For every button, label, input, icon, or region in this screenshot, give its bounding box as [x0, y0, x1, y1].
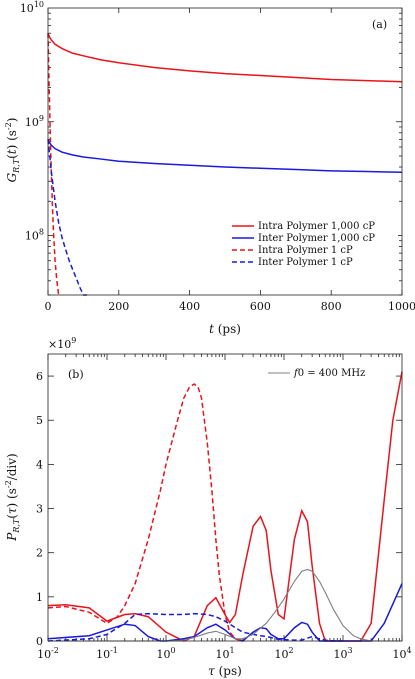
panel-b-y-tick-labels: 0 1 2 3 4 5 6	[36, 370, 43, 648]
x-tick-label: 100	[156, 646, 175, 661]
series-line	[47, 139, 403, 173]
legend-entry: Inter Polymer 1 cP	[258, 257, 353, 268]
x-tick-label: 101	[215, 646, 234, 661]
panel-a-label: (a)	[372, 18, 387, 31]
panel-b-y-axis-label: PR,T(τ) (s-2/div)	[4, 453, 21, 542]
y-tick-label: 0	[36, 635, 43, 648]
x-tick-label: 103	[333, 646, 352, 661]
y-tick-label: 1	[36, 591, 43, 604]
legend-entry: Intra Polymer 1,000 cP	[258, 221, 375, 232]
y-tick-label: 109	[25, 114, 44, 129]
panel-b-x-tick-labels: 10-2 10-1 100 101 102 103 104	[37, 646, 411, 661]
legend-entry: Intra Polymer 1 cP	[258, 245, 353, 256]
x-tick-label: 400	[179, 300, 200, 313]
panel-b-lines	[47, 371, 403, 642]
y-tick-label: 1010	[20, 0, 44, 15]
y-tick-label: 108	[25, 228, 44, 243]
x-tick-label: 10-1	[96, 646, 118, 661]
x-tick-label: 104	[392, 646, 411, 661]
series-line	[48, 568, 402, 642]
panel-a-frame	[47, 7, 403, 296]
legend-entry: f0 = 400 MHz	[293, 368, 365, 379]
panel-a-x-tick-labels: 0 200 400 600 800 1000	[45, 300, 415, 313]
legend-box	[228, 219, 398, 271]
subscript: R,T	[12, 158, 21, 174]
panel-b-frame	[47, 353, 403, 642]
panel-a-lines	[47, 32, 403, 296]
panel-b-y-multiplier: ×109	[48, 336, 76, 351]
y-tick-label: 2	[36, 547, 43, 560]
x-tick-label: 600	[250, 300, 271, 313]
series-line	[47, 33, 61, 296]
y-tick-label: 4	[36, 458, 43, 471]
series-line	[47, 32, 403, 83]
panel-b: (b) ×109 10-2 10-1 100 101 102 103 104 0 1 2 3 4 5 6…	[4, 336, 412, 678]
x-tick-label: 200	[108, 300, 129, 313]
panel-b-ticks	[47, 354, 403, 642]
y-tick-label: 3	[36, 503, 43, 516]
y-tick-label: 5	[36, 414, 43, 427]
x-tick-label: 800	[321, 300, 342, 313]
x-tick-label: 0	[45, 300, 52, 313]
panel-b-x-axis-label: τ (ps)	[208, 664, 242, 678]
panel-b-legend: f0 = 400 MHz	[268, 368, 365, 379]
series-line	[47, 139, 87, 296]
subscript: R,T	[12, 518, 21, 534]
panel-a-x-axis-label: t (ps)	[209, 322, 241, 336]
x-tick-label: 1000	[388, 300, 415, 313]
legend-entry: Inter Polymer 1,000 cP	[258, 233, 375, 244]
x-tick-label: 10-2	[37, 646, 59, 661]
x-tick-label: 102	[274, 646, 293, 661]
panel-a-y-axis-label: GR,T(t) (s-2)	[4, 118, 21, 183]
series-line	[47, 371, 403, 642]
series-line	[47, 612, 343, 642]
y-tick-label: 6	[36, 370, 43, 383]
panel-b-label: (b)	[68, 368, 84, 381]
panel-a-y-tick-labels: 108 109 1010	[20, 0, 44, 243]
series-line	[47, 383, 243, 642]
